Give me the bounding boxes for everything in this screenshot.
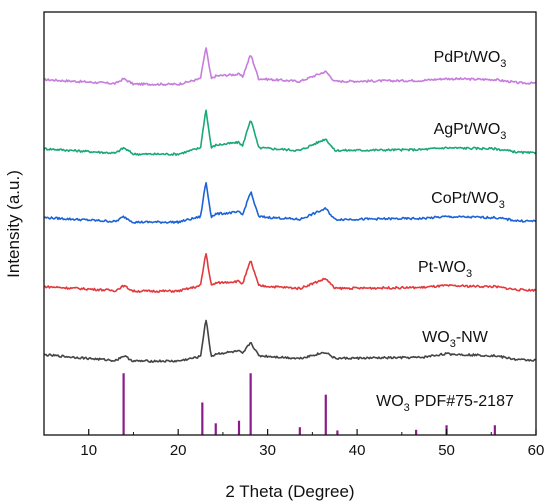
- series-label-subscript: 3: [466, 268, 472, 280]
- series-label: WO3-NW: [422, 329, 489, 350]
- x-tick-label: 30: [259, 442, 276, 459]
- series-label-main: Pt-WO: [418, 259, 466, 276]
- series-line: [43, 182, 537, 224]
- series-line: [43, 319, 537, 363]
- series-layer: [43, 47, 537, 363]
- series-label-subscript: 3: [500, 130, 506, 142]
- series-label: PdPt/WO3: [434, 49, 507, 70]
- series-line: [43, 109, 537, 156]
- series-label-subscript: 3: [499, 199, 505, 211]
- reference-layer: [122, 373, 496, 435]
- series-label-main: PdPt/WO: [434, 49, 501, 66]
- x-tick-label: 60: [528, 442, 545, 459]
- series-label-subscript: 3: [500, 58, 506, 70]
- x-axis-title: 2 Theta (Degree): [225, 482, 354, 501]
- x-tick-label: 20: [170, 442, 187, 459]
- y-axis-title: Intensity (a.u.): [4, 170, 23, 278]
- reference-label-main: WO: [376, 393, 404, 410]
- label-layer: PdPt/WO3AgPt/WO3CoPt/WO3Pt-WO3WO3-NWWO3 …: [376, 49, 514, 414]
- series-label-main: WO: [422, 329, 450, 346]
- series-label-tail: -NW: [456, 329, 489, 346]
- series-label-main: CoPt/WO: [431, 190, 499, 207]
- plot-frame: [43, 11, 537, 436]
- x-tick-label: 10: [80, 442, 97, 459]
- series-label-subscript: 3: [450, 338, 456, 350]
- series-label: AgPt/WO3: [434, 121, 507, 142]
- x-tick-label: 50: [438, 442, 455, 459]
- series-label: CoPt/WO3: [431, 190, 505, 211]
- series-label: Pt-WO3: [418, 259, 472, 280]
- reference-label-subscript: 3: [404, 402, 410, 414]
- series-label-main: AgPt/WO: [434, 121, 501, 138]
- series-line: [44, 47, 537, 86]
- reference-label: WO3 PDF#75-2187: [376, 393, 514, 414]
- x-tick-label: 40: [349, 442, 366, 459]
- series-line: [43, 253, 537, 293]
- reference-label-tail: PDF#75-2187: [410, 393, 514, 410]
- axis-layer: 10 20 30 40 50 60: [43, 429, 545, 459]
